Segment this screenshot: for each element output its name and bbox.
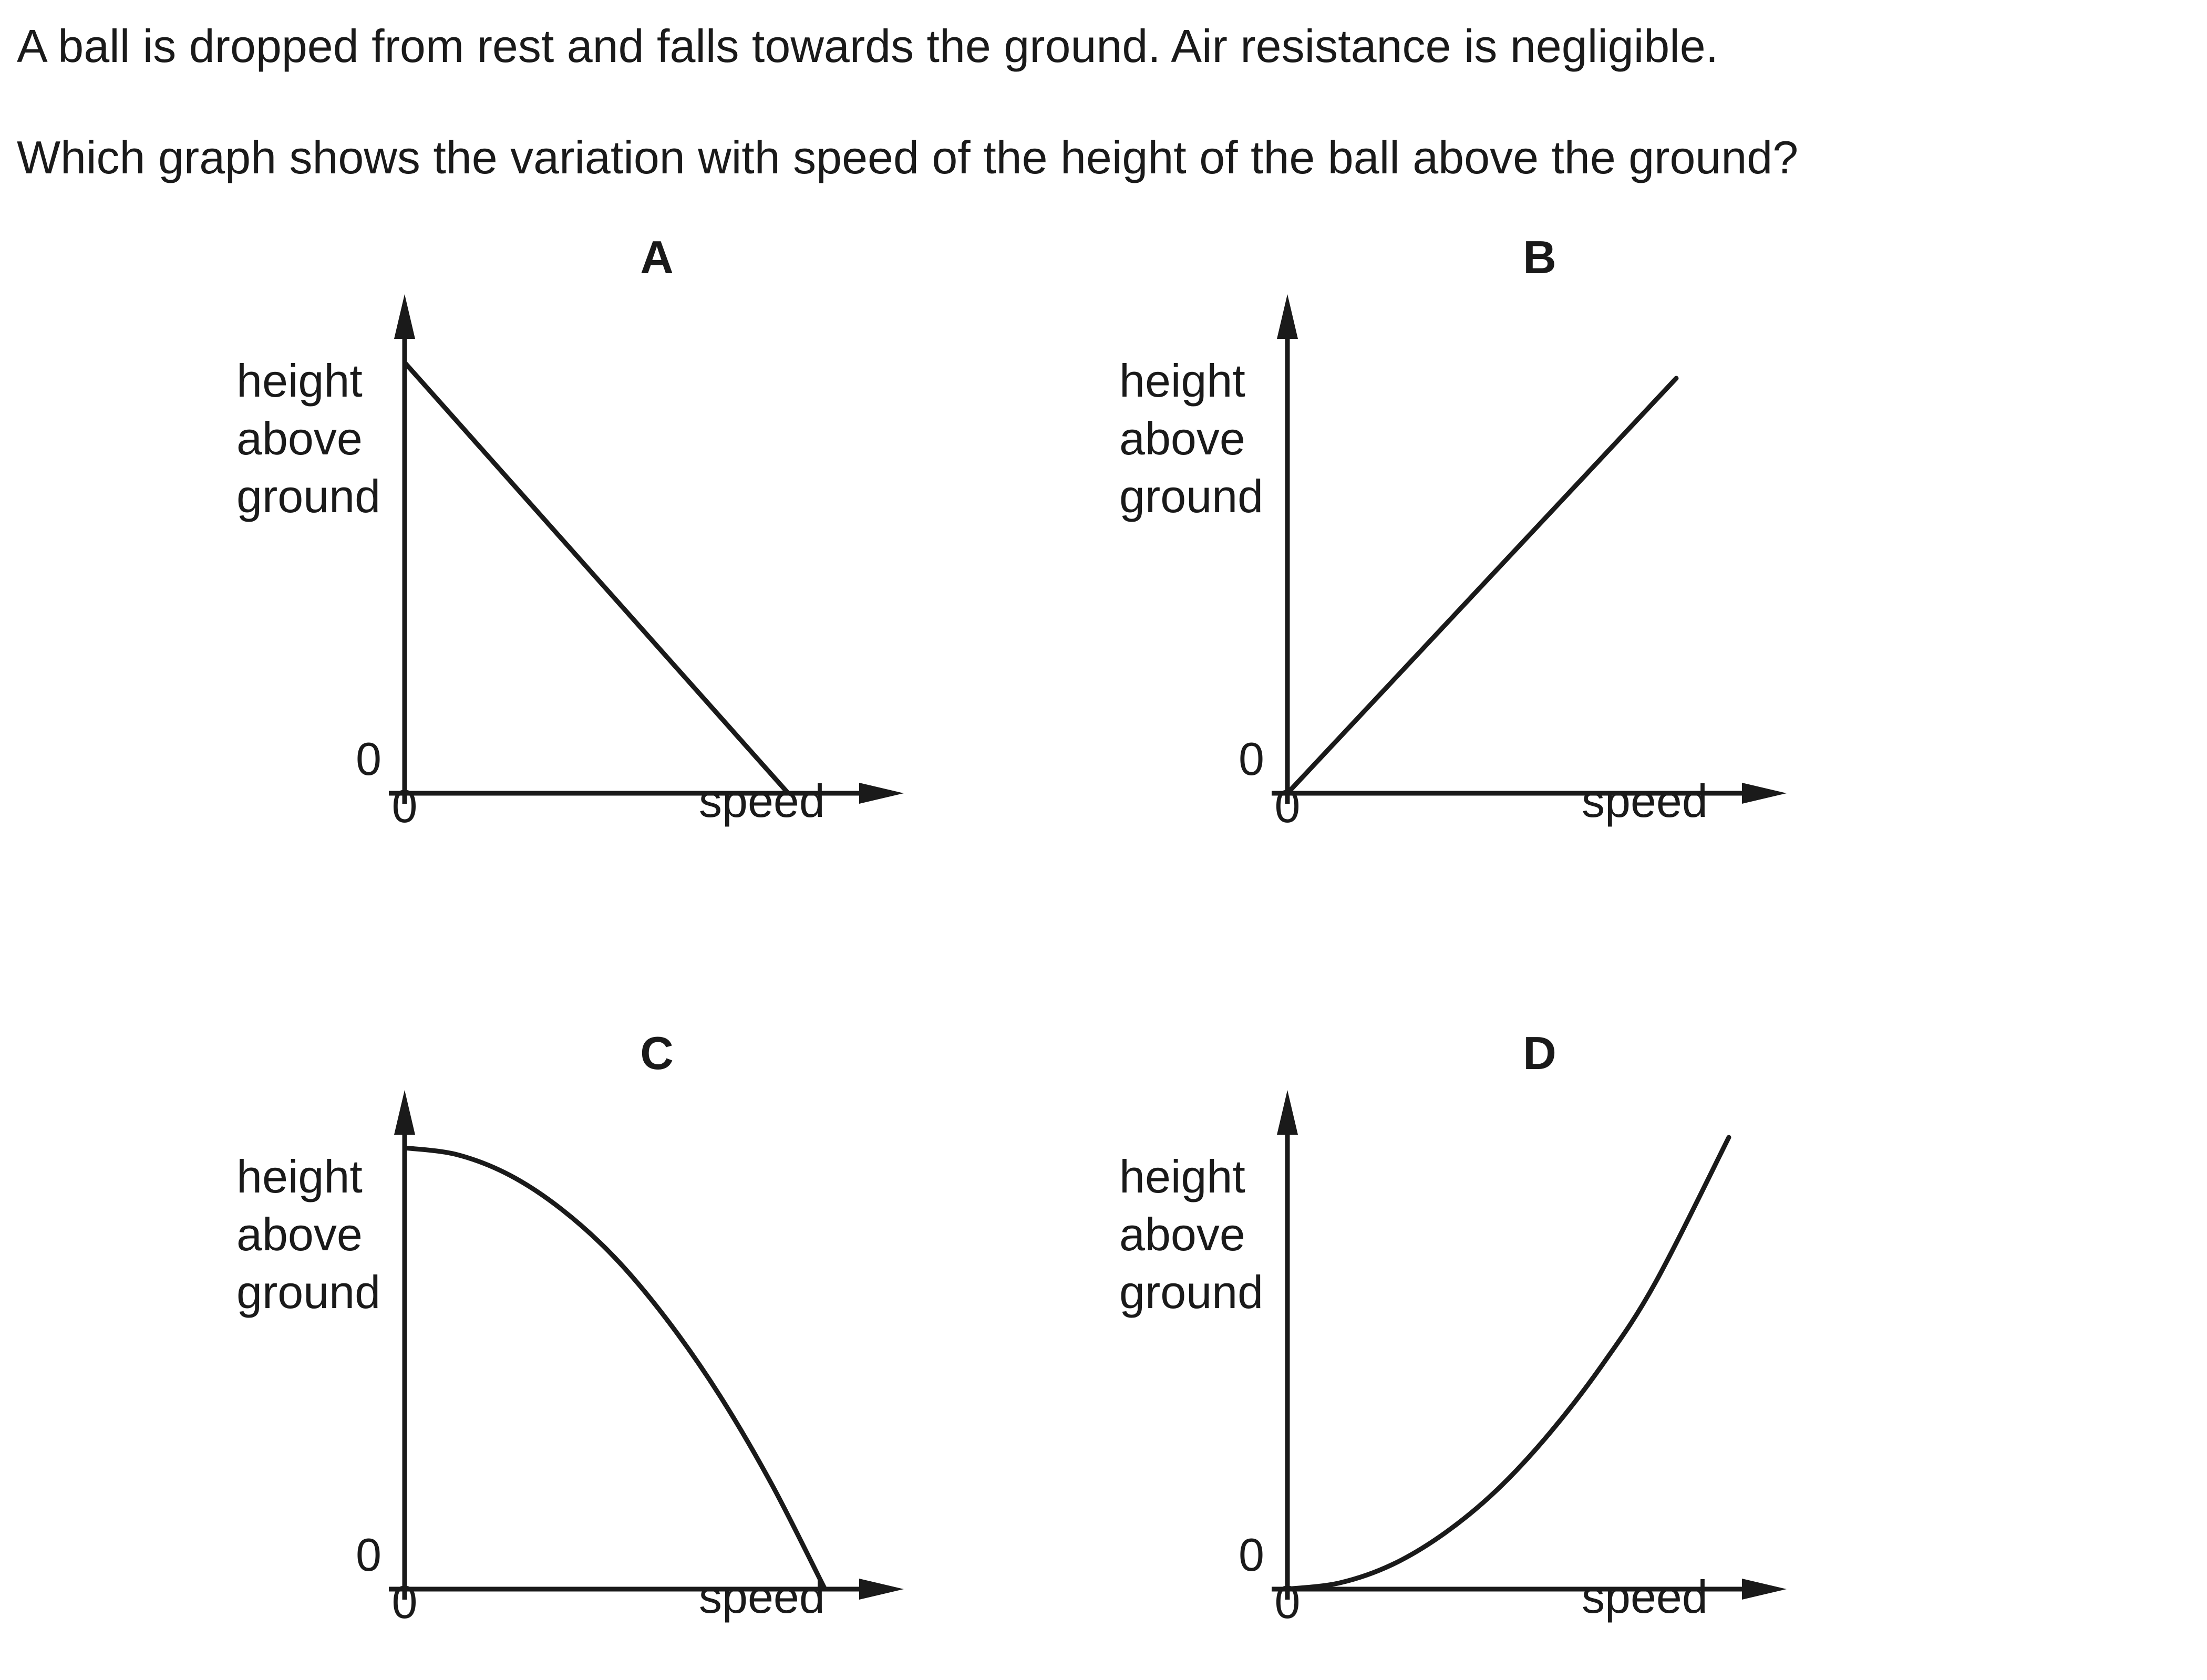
y-axis-label-line: above — [236, 412, 363, 464]
y-axis-label-line: ground — [236, 1266, 381, 1318]
x-axis-label: speed — [699, 1571, 825, 1623]
x-axis-label: speed — [699, 775, 825, 827]
series-line — [1285, 1135, 1731, 1592]
y-origin-label: 0 — [356, 733, 381, 785]
y-axis-label-line: height — [1119, 355, 1245, 407]
x-axis-arrow — [859, 783, 904, 804]
series-line — [402, 1145, 828, 1592]
graph-letter: D — [1523, 1027, 1556, 1079]
y-axis-label-line: ground — [236, 470, 381, 522]
y-axis-label-line: ground — [1119, 1266, 1264, 1318]
y-axis-label: height above ground — [236, 352, 380, 525]
y-axis-label-line: above — [236, 1208, 363, 1260]
y-axis-label-line: above — [1119, 1208, 1245, 1260]
graph-plot — [1272, 1090, 1787, 1600]
question-prompt: Which graph shows the variation with spe… — [17, 131, 1799, 183]
x-axis-arrow — [1742, 1579, 1787, 1600]
graph-letter: A — [640, 231, 674, 283]
y-axis-label-line: ground — [1119, 470, 1264, 522]
y-origin-label: 0 — [1239, 1529, 1264, 1581]
series-line — [1285, 376, 1679, 796]
graph-plot — [1272, 294, 1787, 804]
y-axis-arrow — [1277, 294, 1298, 339]
y-axis-label: height above ground — [1119, 1148, 1263, 1321]
series-line — [402, 360, 791, 796]
graph-letter: C — [640, 1027, 674, 1079]
graph-letter: B — [1523, 231, 1556, 283]
x-axis-arrow — [1742, 783, 1787, 804]
graph-plot — [389, 1090, 904, 1600]
y-axis-label: height above ground — [236, 1148, 380, 1321]
y-axis-label-line: height — [236, 355, 363, 407]
x-axis-label: speed — [1582, 775, 1708, 827]
y-axis-label-line: height — [236, 1150, 363, 1202]
y-axis-arrow — [394, 294, 415, 339]
x-axis-label: speed — [1582, 1571, 1708, 1623]
y-axis-arrow — [1277, 1090, 1298, 1135]
question-text: A ball is dropped from rest and falls to… — [17, 20, 1719, 72]
y-axis-arrow — [394, 1090, 415, 1135]
y-axis-label-line: height — [1119, 1150, 1245, 1202]
x-axis-arrow — [859, 1579, 904, 1600]
y-axis-label: height above ground — [1119, 352, 1263, 525]
graph-plot — [389, 294, 904, 804]
y-origin-label: 0 — [356, 1529, 381, 1581]
y-axis-label-line: above — [1119, 412, 1245, 464]
y-origin-label: 0 — [1239, 733, 1264, 785]
